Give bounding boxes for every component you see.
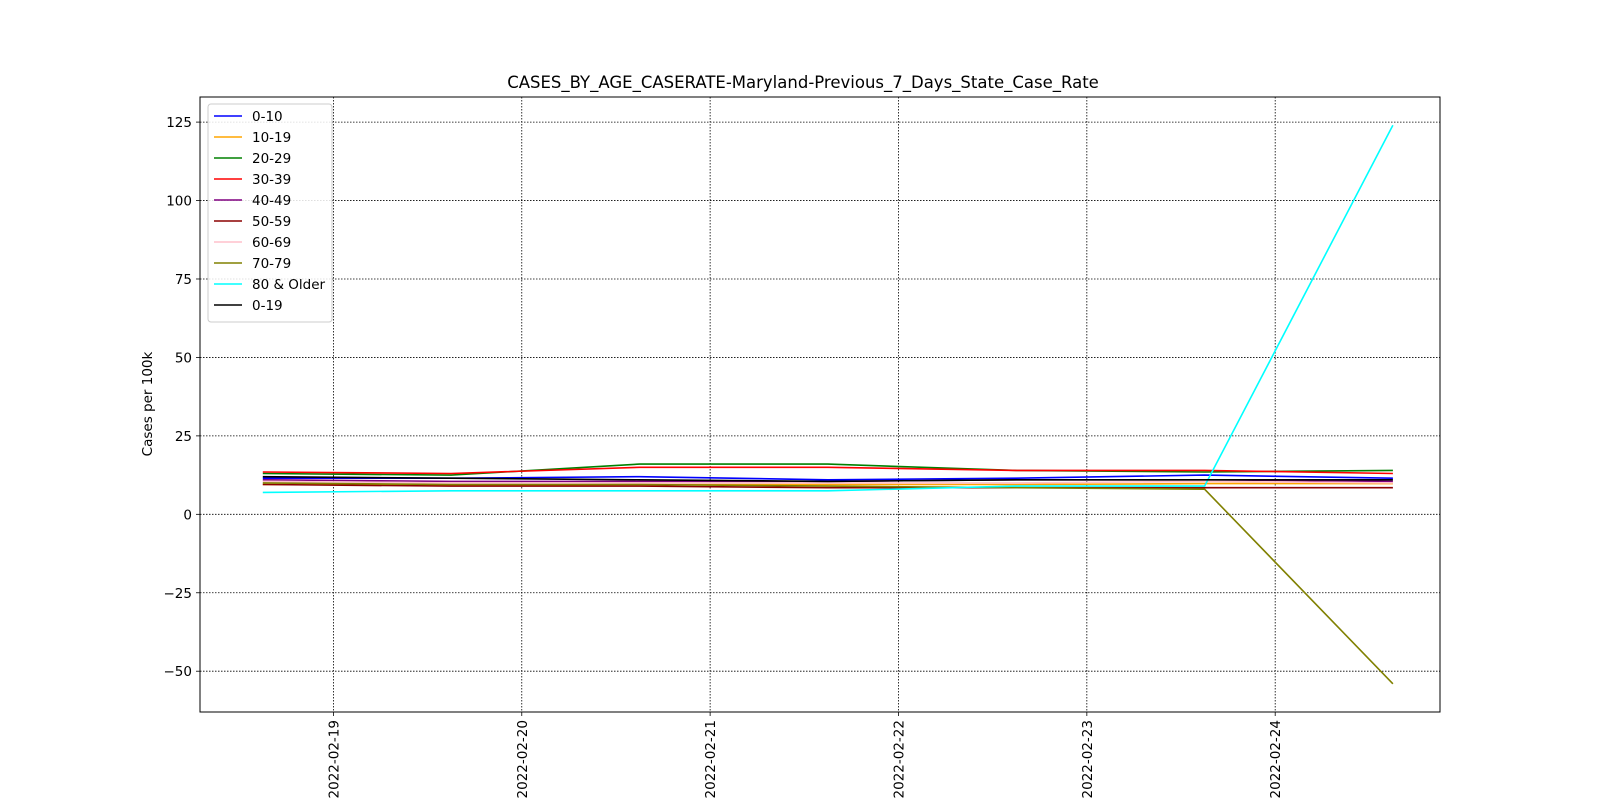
y-tick-label: 125 bbox=[166, 115, 192, 131]
series-line-30-39 bbox=[262, 466, 1393, 475]
series-line-0-19 bbox=[262, 475, 1393, 483]
y-tick-label: 50 bbox=[175, 350, 192, 366]
legend: 0-10 10-19 20-29 30-39 40-49 50-59 60-69 70-79 8… bbox=[207, 103, 333, 323]
legend-entry-label: 20-29 bbox=[252, 151, 291, 167]
y-tick-label: −50 bbox=[164, 664, 193, 680]
series-line-70-79 bbox=[262, 482, 1394, 685]
legend-entry-label: 10-19 bbox=[252, 130, 291, 146]
legend-entry-label: 80 & Older bbox=[252, 277, 326, 293]
x-tick-label: 2022-02-24 bbox=[1268, 720, 1284, 798]
x-tick-label: 2022-02-22 bbox=[891, 720, 907, 798]
series-line-80-older bbox=[262, 124, 1394, 494]
legend-entry-label: 0-19 bbox=[252, 298, 283, 314]
y-tick-label: 0 bbox=[183, 507, 192, 523]
series-line-50-59 bbox=[262, 483, 1393, 489]
legend-entry-label: 40-49 bbox=[252, 193, 291, 209]
legend-entry-label: 60-69 bbox=[252, 235, 291, 251]
legend-entry-label: 50-59 bbox=[252, 214, 291, 230]
y-tick-label: 100 bbox=[166, 194, 192, 210]
series-line-20-29 bbox=[262, 463, 1393, 476]
series-line-60-69 bbox=[262, 480, 1393, 484]
legend-entry-label: 30-39 bbox=[252, 172, 291, 188]
legend-entry-label: 70-79 bbox=[252, 256, 291, 272]
x-tick-label: 2022-02-23 bbox=[1080, 720, 1096, 798]
y-tick-label: 25 bbox=[175, 429, 192, 445]
x-tick-label: 2022-02-19 bbox=[326, 720, 342, 798]
plot-area-frame bbox=[199, 96, 1441, 713]
axis-ticks: −50 −25 0 25 50 75 100 125 2022-02-19 2022-02-20 2… bbox=[164, 115, 1285, 798]
series-lines bbox=[262, 124, 1394, 685]
y-tick-label: 75 bbox=[175, 272, 192, 288]
x-tick-label: 2022-02-20 bbox=[515, 720, 531, 798]
chart-title: CASES_BY_AGE_CASERATE-Maryland-Previous_… bbox=[507, 73, 1099, 93]
legend-entry-label: 0-10 bbox=[252, 109, 283, 125]
x-tick-label: 2022-02-21 bbox=[703, 720, 719, 798]
y-axis-label: Cases per 100k bbox=[140, 351, 156, 456]
y-tick-label: −25 bbox=[164, 586, 193, 602]
gridlines bbox=[200, 97, 1440, 712]
